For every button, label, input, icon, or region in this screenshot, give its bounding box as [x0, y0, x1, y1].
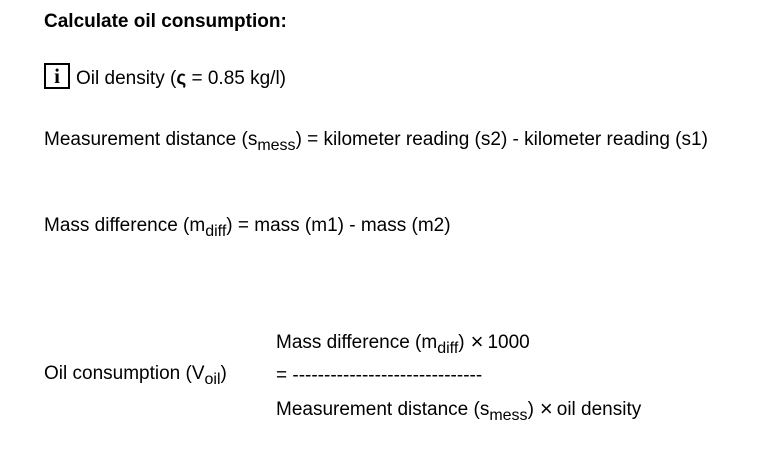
oil-consumption-label: Oil consumption (Voil) — [44, 363, 227, 388]
density-symbol: ς — [176, 68, 187, 89]
formula-denominator: Measurement distance (smess) × oil density — [276, 396, 642, 424]
formula-fraction-line: = ------------------------------ — [276, 365, 483, 386]
page-heading: Calculate oil consumption: — [44, 11, 287, 32]
oil-density-text: Oil density (ς = 0.85 kg/l) — [76, 68, 287, 89]
multiply-symbol: × — [539, 396, 553, 421]
oil-density-note: i Oil density (ς = 0.85 kg/l) — [44, 63, 287, 92]
mass-difference-definition: Mass difference (mdiff) = mass (m1) - ma… — [44, 215, 451, 240]
formula-numerator: Mass difference (mdiff) × 1000 — [276, 329, 530, 357]
multiply-symbol: × — [470, 329, 484, 354]
info-icon: i — [44, 63, 70, 89]
measurement-distance-definition: Measurement distance (smess) = kilometer… — [44, 129, 708, 154]
